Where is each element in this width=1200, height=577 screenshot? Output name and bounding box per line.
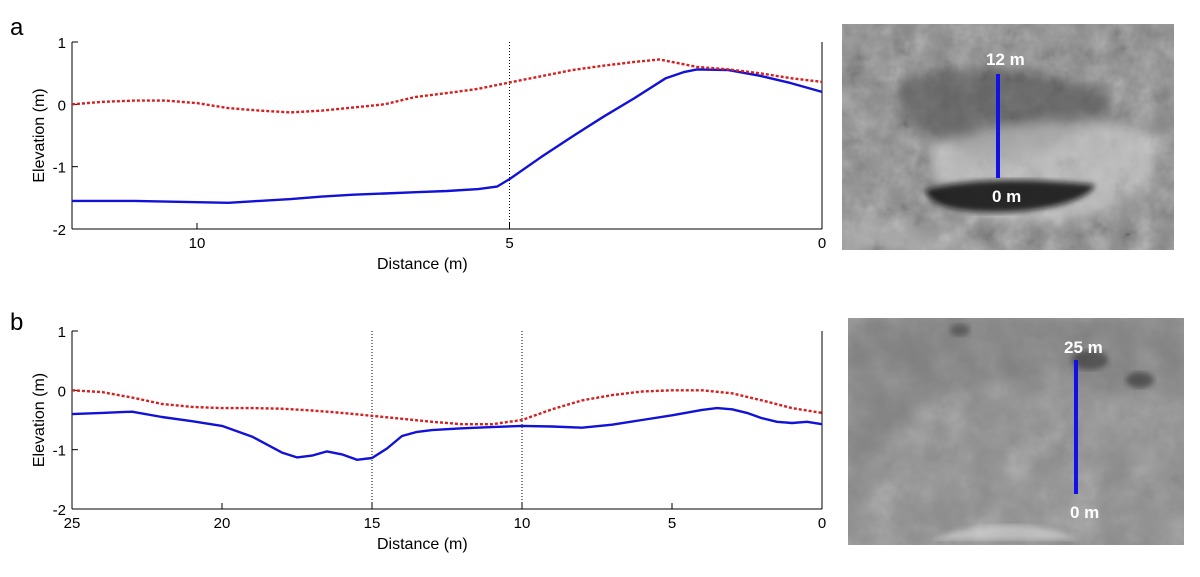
photo-a-top-label: 12 m [986,50,1025,69]
panel-label: a [10,14,24,41]
x-tick-label: 15 [364,515,381,532]
photo-a [842,24,1174,250]
y-tick-label: -1 [53,443,66,460]
y-tick-label: 1 [58,324,66,341]
x-tick-label: 10 [514,515,531,532]
x-tick-label: 0 [818,235,826,252]
x-tick-label: 0 [818,515,826,532]
y-tick-label: -2 [53,502,66,519]
x-tick-label: 5 [668,515,676,532]
x-tick-label: 10 [189,235,206,252]
x-axis-label: Distance (m) [377,536,468,553]
photo-b-top-label: 25 m [1064,338,1103,357]
y-tick-label: -1 [53,160,66,177]
photo-b [848,318,1184,545]
series-solid-profile [71,406,823,461]
x-tick-label: 25 [64,515,81,532]
x-tick-label: 5 [505,235,513,252]
y-axis-label: Elevation (m) [31,373,48,467]
y-tick-label: 0 [58,97,66,114]
series-dashed-profile [71,389,823,426]
x-tick-label: 20 [214,515,231,532]
y-tick-label: 0 [58,383,66,400]
y-tick-label: -2 [53,222,66,239]
chart-a: a -2 -1 0 1 10 5 0 Distance (m) Elevation (m) [10,14,826,273]
series-dashed-profile [71,58,823,114]
photo-a-bottom-label: 0 m [992,187,1021,206]
chart-b: b -2 -1 0 1 25 20 15 10 5 0 Distance (m) Elevation (… [10,309,826,553]
photo-b-bottom-label: 0 m [1070,503,1099,522]
x-axis-label: Distance (m) [377,256,468,273]
y-axis-label: Elevation (m) [31,88,48,182]
y-tick-label: 1 [58,35,66,52]
series-solid-profile [72,68,823,205]
panel-label: b [10,309,23,336]
